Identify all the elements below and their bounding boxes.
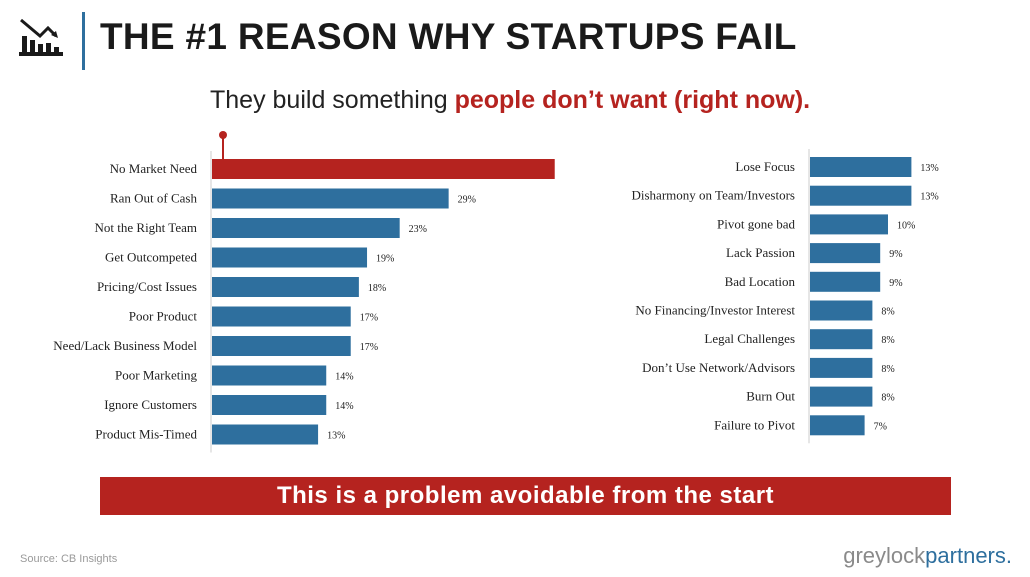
bar: [810, 300, 873, 321]
banner: This is a problem avoidable from the sta…: [100, 477, 951, 515]
value-label: 9%: [889, 249, 902, 260]
right-bar-chart: Lose Focus 13% Disharmony on Team/Investor…: [632, 149, 939, 444]
bar: [212, 395, 327, 415]
declining-bar-chart-icon: [19, 18, 63, 56]
category-label: No Financing/Investor Interest: [635, 303, 795, 318]
value-label: 13%: [920, 163, 938, 174]
bar: [810, 214, 888, 235]
category-label: Need/Lack Business Model: [53, 338, 197, 353]
category-label: Bad Location: [725, 274, 796, 289]
value-label: 10%: [897, 220, 915, 231]
bar: [212, 306, 351, 327]
subtitle: They build something people don’t want (…: [210, 86, 810, 115]
category-label: Not the Right Team: [95, 220, 197, 235]
bar: [212, 247, 368, 268]
category-label: No Market Need: [110, 161, 198, 176]
page-title: THE #1 REASON WHY STARTUPS FAIL: [100, 16, 797, 57]
value-label: 17%: [360, 342, 378, 353]
category-label: Ran Out of Cash: [110, 191, 198, 206]
highlight-pin-icon: [219, 131, 227, 139]
bar: [810, 185, 912, 206]
bar: [810, 415, 865, 436]
category-label: Poor Product: [129, 309, 198, 324]
bar: [212, 424, 319, 445]
value-label: 7%: [874, 421, 887, 432]
bar: [212, 365, 327, 386]
category-label: Lose Focus: [735, 159, 795, 174]
value-label: 8%: [881, 335, 894, 346]
category-label: Pivot gone bad: [717, 216, 795, 231]
category-label: Legal Challenges: [704, 331, 795, 346]
value-label: 19%: [376, 254, 394, 265]
brand-part2: partners.: [925, 543, 1012, 568]
category-label: Ignore Customers: [104, 397, 197, 412]
value-label: 17%: [360, 313, 378, 324]
subtitle-plain: They build something: [210, 86, 455, 114]
category-label: Pricing/Cost Issues: [97, 279, 197, 294]
category-label: Don’t Use Network/Advisors: [642, 360, 795, 375]
brand-logo: greylockpartners.: [843, 543, 1012, 569]
bar: [810, 271, 881, 292]
bar: [212, 159, 555, 179]
value-label: 8%: [881, 364, 894, 375]
bar: [212, 218, 400, 238]
category-label: Get Outcompeted: [105, 250, 198, 265]
bar: [810, 243, 881, 264]
value-label: 9%: [889, 278, 902, 289]
subtitle-highlight: people don’t want (right now).: [454, 86, 811, 114]
category-label: Failure to Pivot: [714, 417, 795, 432]
brand-part1: greylock: [843, 543, 926, 568]
bar: [212, 336, 351, 356]
bar: [810, 157, 912, 177]
bar: [212, 277, 359, 297]
value-label: 29%: [458, 195, 476, 206]
value-label: 14%: [335, 401, 353, 412]
category-label: Lack Passion: [726, 245, 795, 260]
category-label: Burn Out: [746, 389, 795, 404]
category-label: Product Mis-Timed: [95, 427, 197, 442]
bar: [810, 386, 873, 407]
value-label: 8%: [881, 393, 894, 404]
value-label: 18%: [368, 283, 386, 294]
value-label: 13%: [327, 431, 345, 442]
bar: [810, 329, 873, 350]
value-label: 23%: [409, 224, 427, 235]
value-label: 8%: [881, 307, 894, 318]
category-label: Disharmony on Team/Investors: [632, 188, 796, 203]
value-label: 13%: [920, 192, 938, 203]
title-divider: [82, 12, 85, 70]
value-label: 14%: [335, 372, 353, 383]
source-note: Source: CB Insights: [20, 553, 118, 565]
bar: [212, 188, 449, 209]
category-label: Poor Marketing: [115, 368, 197, 383]
bar: [810, 357, 873, 378]
